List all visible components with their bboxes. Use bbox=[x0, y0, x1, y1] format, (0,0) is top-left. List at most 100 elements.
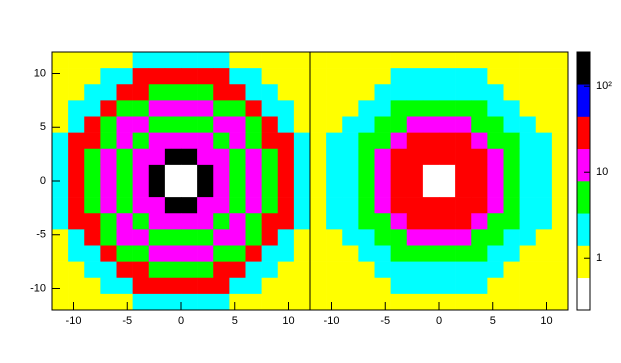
heatmap-cell bbox=[261, 52, 279, 69]
heatmap-cell bbox=[277, 229, 295, 246]
heatmap-cell bbox=[551, 164, 569, 182]
heatmap-cell bbox=[116, 68, 133, 85]
heatmap-cell bbox=[503, 293, 520, 311]
heatmap-cell bbox=[310, 245, 327, 262]
heatmap-cell bbox=[164, 197, 182, 214]
heatmap-cell bbox=[277, 84, 295, 101]
heatmap-cell bbox=[471, 132, 488, 150]
heatmap-cell bbox=[455, 197, 472, 214]
heatmap-cell bbox=[535, 245, 553, 262]
heatmap-cell bbox=[100, 148, 117, 166]
heatmap-cell bbox=[148, 261, 166, 279]
heatmap-cell bbox=[422, 197, 440, 214]
heatmap-cell bbox=[293, 293, 311, 311]
x-tick-label: -5 bbox=[380, 315, 390, 327]
heatmap-cell bbox=[245, 132, 262, 150]
heatmap-cell bbox=[52, 84, 69, 101]
heatmap-cell bbox=[245, 277, 262, 295]
heatmap-cell bbox=[422, 52, 440, 69]
heatmap-cell bbox=[116, 164, 133, 182]
heatmap-cell bbox=[503, 164, 520, 182]
heatmap-cell bbox=[455, 164, 472, 182]
heatmap-cell bbox=[229, 164, 246, 182]
heatmap-cell bbox=[68, 164, 85, 182]
heatmap-cell bbox=[293, 148, 311, 166]
heatmap-cell bbox=[439, 277, 456, 295]
heatmap-cell bbox=[148, 277, 166, 295]
heatmap-cell bbox=[342, 100, 359, 117]
heatmap-cell bbox=[68, 261, 85, 279]
heatmap-cell bbox=[181, 68, 198, 85]
heatmap-cell bbox=[471, 213, 488, 230]
heatmap-cell bbox=[358, 52, 375, 69]
heatmap-cell bbox=[164, 68, 182, 85]
heatmap-cell bbox=[293, 229, 311, 246]
heatmap-cell bbox=[277, 164, 295, 182]
heatmap-cell bbox=[52, 213, 69, 230]
y-tick-label: -10 bbox=[30, 282, 46, 294]
heatmap-cell bbox=[52, 132, 69, 150]
heatmap-cell bbox=[551, 229, 569, 246]
heatmap-cell bbox=[471, 148, 488, 166]
heatmap-cell bbox=[487, 84, 504, 101]
heatmap-cell bbox=[116, 229, 133, 246]
heatmap-cell bbox=[148, 164, 166, 182]
colorbar-band bbox=[577, 181, 590, 214]
heatmap-cell bbox=[245, 100, 262, 117]
heatmap-cell bbox=[245, 148, 262, 166]
colorbar-band bbox=[577, 52, 590, 85]
heatmap-cell bbox=[519, 197, 537, 214]
heatmap-cell bbox=[100, 197, 117, 214]
heatmap-cell bbox=[132, 213, 150, 230]
heatmap-cell bbox=[374, 164, 391, 182]
heatmap-cell bbox=[439, 116, 456, 133]
heatmap-cell bbox=[68, 132, 85, 150]
heatmap-cell bbox=[519, 68, 537, 85]
heatmap-cell bbox=[535, 293, 553, 311]
heatmap-cell bbox=[277, 197, 295, 214]
heatmap-cell bbox=[310, 68, 327, 85]
heatmap-cell bbox=[487, 68, 504, 85]
heatmap-cell bbox=[310, 277, 327, 295]
heatmap-cell bbox=[390, 100, 408, 117]
heatmap-cell bbox=[535, 148, 553, 166]
heatmap-cell bbox=[455, 148, 472, 166]
heatmap-cell bbox=[551, 181, 569, 198]
heatmap-cell bbox=[535, 277, 553, 295]
heatmap-cell bbox=[68, 68, 85, 85]
heatmap-cell bbox=[132, 132, 150, 150]
heatmap-cell bbox=[374, 68, 391, 85]
heatmap-cell bbox=[455, 100, 472, 117]
heatmap-cell bbox=[277, 148, 295, 166]
heatmap-cell bbox=[52, 245, 69, 262]
heatmap-cell bbox=[100, 52, 117, 69]
heatmap-cell bbox=[487, 52, 504, 69]
heatmap-cell bbox=[197, 229, 214, 246]
heatmap-cell bbox=[84, 181, 101, 198]
heatmap-cell bbox=[213, 164, 230, 182]
heatmap-cell bbox=[374, 181, 391, 198]
heatmap-cell bbox=[551, 277, 569, 295]
colorbar-band bbox=[577, 245, 590, 279]
heatmap-cell bbox=[261, 245, 279, 262]
heatmap-cell bbox=[181, 100, 198, 117]
heatmap-cell bbox=[519, 164, 537, 182]
heatmap-cell bbox=[132, 293, 150, 311]
heatmap-cell bbox=[455, 213, 472, 230]
heatmap-cell bbox=[277, 116, 295, 133]
heatmap-cell bbox=[422, 229, 440, 246]
heatmap-cell bbox=[84, 52, 101, 69]
colorbar-tick-label: 1 bbox=[596, 252, 602, 264]
heatmap-cell bbox=[310, 181, 327, 198]
heatmap-cell bbox=[229, 181, 246, 198]
heatmap-cell bbox=[132, 181, 150, 198]
heatmap-cell bbox=[261, 261, 279, 279]
heatmap-cell bbox=[293, 164, 311, 182]
heatmap-cell bbox=[471, 100, 488, 117]
heatmap-cell bbox=[310, 293, 327, 311]
heatmap-cell bbox=[52, 277, 69, 295]
heatmap-cell bbox=[181, 181, 198, 198]
heatmap-cell bbox=[503, 68, 520, 85]
heatmap-cell bbox=[84, 116, 101, 133]
